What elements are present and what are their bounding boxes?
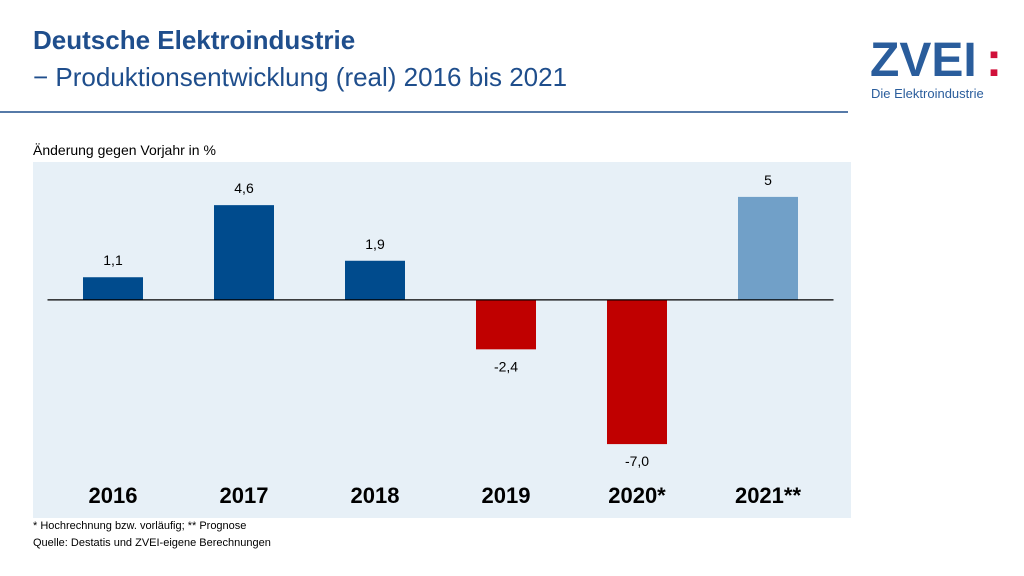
bar <box>83 277 143 300</box>
chart-subtitle: − Produktionsentwicklung (real) 2016 bis… <box>33 62 567 92</box>
bar <box>476 299 536 350</box>
bar <box>345 260 405 300</box>
data-label: -7,0 <box>625 453 649 469</box>
source-note: Quelle: Destatis und ZVEI-eigene Berechn… <box>33 537 271 549</box>
x-tick-label: 2019 <box>482 483 531 508</box>
plot-area <box>33 162 851 518</box>
x-tick-label: 2018 <box>351 483 400 508</box>
x-tick-label: 2021** <box>735 483 802 508</box>
data-label: 5 <box>764 172 772 188</box>
footnote: * Hochrechnung bzw. vorläufig; ** Progno… <box>33 520 246 532</box>
x-tick-label: 2016 <box>89 483 138 508</box>
logo-mark: : <box>986 34 1002 87</box>
data-label: -2,4 <box>494 358 518 374</box>
x-tick-label: 2020* <box>608 483 666 508</box>
chart-title: Deutsche Elektroindustrie <box>33 25 355 55</box>
x-tick-label: 2017 <box>220 483 269 508</box>
logo-tagline: Die Elektroindustrie <box>871 86 984 101</box>
data-label: 4,6 <box>234 180 254 196</box>
bar <box>738 196 798 300</box>
data-label: 1,1 <box>103 252 123 268</box>
y-axis-label: Änderung gegen Vorjahr in % <box>33 142 216 158</box>
logo-name: ZVEI <box>870 34 977 87</box>
bar <box>607 299 667 445</box>
data-label: 1,9 <box>365 236 385 252</box>
bar <box>214 205 274 300</box>
